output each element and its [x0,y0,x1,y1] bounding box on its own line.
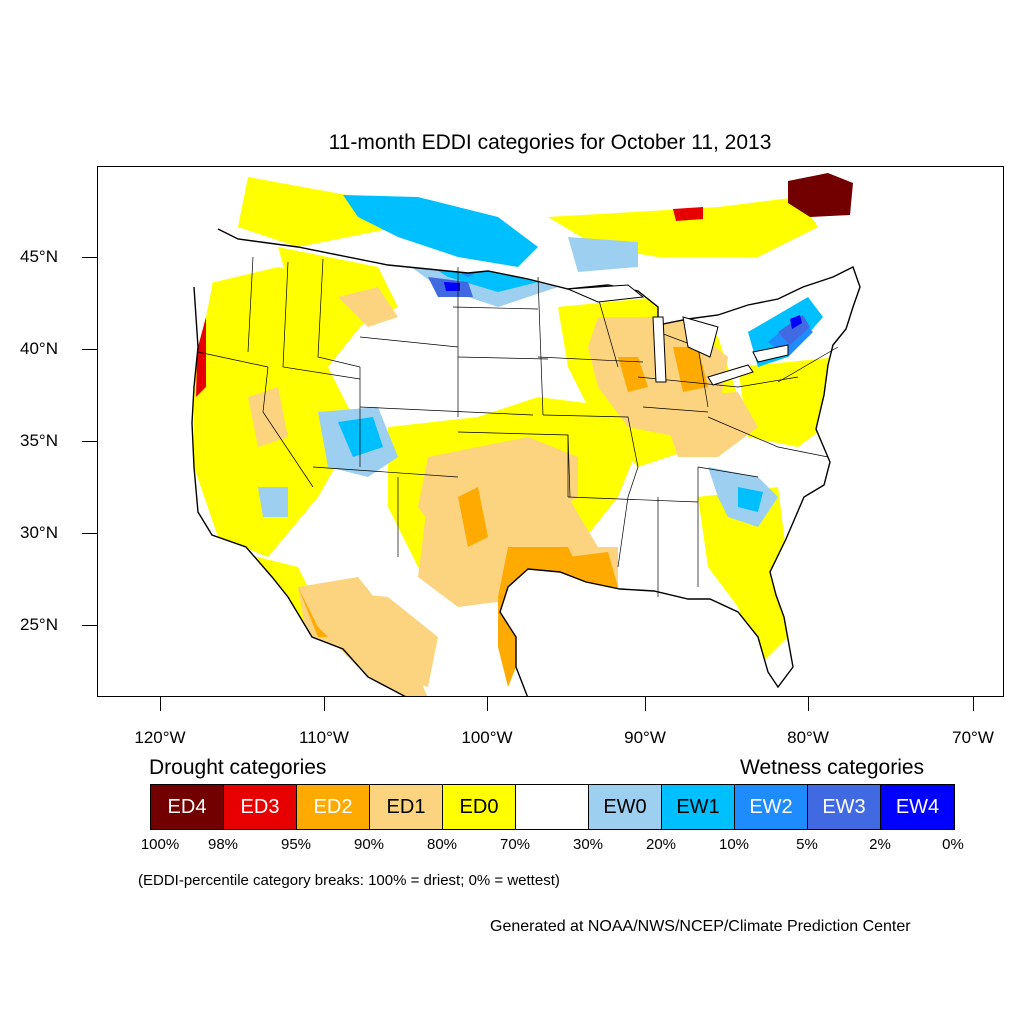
lat-tick [82,533,97,534]
lon-tick [160,697,161,711]
lon-tick [808,697,809,711]
percentile-label: 80% [426,836,458,853]
percentile-label: 20% [645,836,677,853]
lon-tick [973,697,974,711]
legend-cell-ew0: EW0 [589,785,662,829]
percentile-label: 10% [718,836,750,853]
lat-tick [82,349,97,350]
percentile-label: 90% [353,836,385,853]
legend-cell-ed0: ED0 [443,785,516,829]
legend-cell-ew2: EW2 [735,785,808,829]
lon-label-110: 110°W [299,728,349,747]
lon-label-100: 100°W [461,728,513,747]
legend-cell-ed1: ED1 [370,785,443,829]
wetness-heading: Wetness categories [740,756,925,779]
category-legend: ED4 ED3 ED2 ED1 ED0 EW0 EW1 EW2 EW3 EW4 [150,784,955,830]
lat-label-30: 30°N [20,523,58,542]
credit-text: Generated at NOAA/NWS/NCEP/Climate Predi… [490,918,911,935]
category-note: (EDDI-percentile category breaks: 100% =… [138,872,560,889]
lon-label-120: 120°W [134,728,186,747]
legend-cell-ew4: EW4 [881,785,954,829]
legend-cell-none [516,785,589,829]
lon-tick [487,697,488,711]
drought-heading: Drought categories [149,756,327,779]
lat-label-35: 35°N [20,431,58,450]
lon-label-90: 90°W [624,728,666,747]
lat-label-45: 45°N [20,247,58,266]
lat-tick [82,441,97,442]
percentile-label: 0% [942,836,964,853]
map-title: 11-month EDDI categories for October 11,… [328,131,772,154]
percentile-label: 5% [796,836,818,853]
legend-cell-ew3: EW3 [808,785,881,829]
lon-label-80: 80°W [787,728,829,747]
legend-cell-ed3: ED3 [224,785,297,829]
lon-tick [645,697,646,711]
lon-label-70: 70°W [952,728,994,747]
percentile-label: 95% [280,836,312,853]
percentile-label: 30% [572,836,604,853]
legend-cell-ed2: ED2 [297,785,370,829]
lat-label-25: 25°N [20,615,58,634]
percentile-label: 70% [499,836,531,853]
lon-tick [324,697,325,711]
lat-label-40: 40°N [20,339,58,358]
lat-tick [82,257,97,258]
eddi-map [97,166,1004,697]
legend-cell-ed4: ED4 [151,785,224,829]
percentile-label: 2% [869,836,891,853]
legend-cell-ew1: EW1 [662,785,735,829]
percentile-label: 98% [207,836,239,853]
percentile-label: 100% [140,836,180,853]
lat-tick [82,625,97,626]
